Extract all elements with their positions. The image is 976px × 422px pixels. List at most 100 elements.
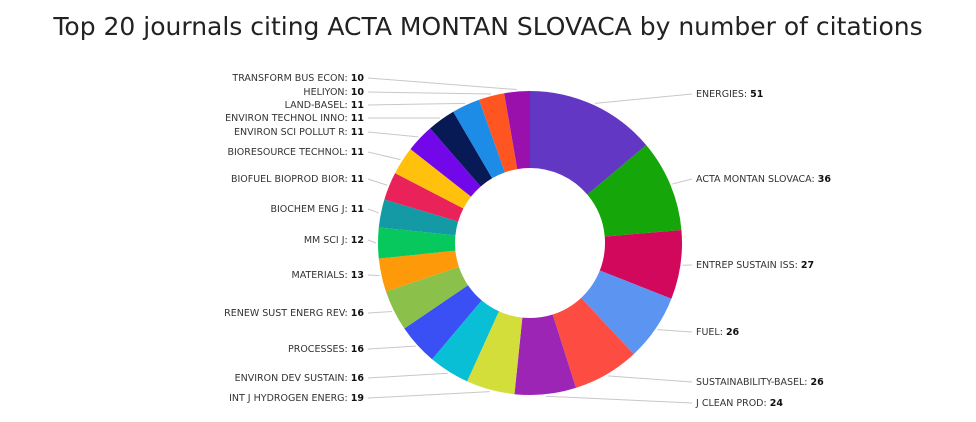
slice-heliyon[interactable]: [479, 93, 518, 173]
leader-line-biofuel-bioprod-bior: [367, 178, 388, 186]
slice-label-value: 51: [750, 89, 763, 100]
slice-label-value: 16: [351, 308, 365, 319]
slice-environ-dev-sustain[interactable]: [432, 300, 499, 382]
slice-label-value: 11: [351, 174, 364, 185]
leader-line-bioresource-technol: [367, 151, 401, 161]
slice-label-value: 11: [351, 113, 364, 124]
label-leader-lines: [367, 77, 693, 404]
slice-label-environ-technol-inno: ENVIRON TECHNOL INNO: 11: [225, 113, 364, 124]
slice-acta-montan-slovaca[interactable]: [587, 145, 682, 237]
slice-label-value: 11: [351, 127, 364, 138]
slice-label-fuel: FUEL: 26: [696, 327, 740, 338]
slice-label-name: BIORESOURCE TECHNOL:: [227, 147, 350, 158]
slice-mm-sci-j[interactable]: [378, 227, 456, 259]
slice-label-name: MATERIALS:: [292, 270, 351, 281]
slice-label-j-clean-prod: J CLEAN PROD: 24: [695, 398, 783, 409]
slice-label-entrep-sustain-iss: ENTREP SUSTAIN ISS: 27: [696, 260, 814, 271]
slice-label-value: 13: [351, 270, 364, 281]
slice-labels: ENERGIES: 51 ACTA MONTAN SLOVACA: 36 ENTRE…: [224, 73, 831, 409]
slice-environ-sci-pollut-r[interactable]: [410, 128, 481, 197]
slice-label-environ-sci-pollut-r: ENVIRON SCI POLLUT R: 11: [234, 127, 364, 138]
leader-line-energies: [594, 93, 693, 104]
slice-j-clean-prod[interactable]: [514, 314, 576, 395]
leader-line-sustainability-basel: [607, 375, 693, 383]
slice-bioresource-technol[interactable]: [395, 149, 472, 209]
slice-label-value: 11: [351, 147, 364, 158]
slice-land-basel[interactable]: [453, 99, 505, 179]
slice-label-biochem-eng-j: BIOCHEM ENG J: 11: [270, 204, 364, 215]
slice-biochem-eng-j[interactable]: [378, 199, 459, 236]
slice-label-processes: PROCESSES: 16: [288, 344, 364, 355]
slice-label-sustainability-basel: SUSTAINABILITY-BASEL: 26: [696, 377, 824, 388]
chart-title: Top 20 journals citing ACTA MONTAN SLOVA…: [53, 12, 923, 41]
leader-line-heliyon: [367, 91, 491, 95]
leader-line-j-clean-prod: [545, 395, 693, 404]
slice-processes[interactable]: [404, 285, 482, 360]
slice-environ-technol-inno[interactable]: [430, 111, 493, 187]
slice-label-value: 16: [351, 344, 365, 355]
slice-transform-bus-econ[interactable]: [504, 91, 530, 170]
slice-label-name: INT J HYDROGEN ENERG:: [229, 393, 351, 404]
slice-label-name: MM SCI J:: [304, 235, 351, 246]
slice-label-name: ENVIRON SCI POLLUT R:: [234, 127, 351, 138]
leader-line-renew-sust-energ-rev: [367, 311, 393, 314]
slice-label-bioresource-technol: BIORESOURCE TECHNOL: 11: [227, 147, 364, 158]
slice-label-environ-dev-sustain: ENVIRON DEV SUSTAIN: 16: [235, 373, 365, 384]
slice-label-biofuel-bioprod-bior: BIOFUEL BIOPROD BIOR: 11: [231, 174, 364, 185]
slice-label-value: 26: [811, 377, 825, 388]
slice-label-value: 10: [351, 73, 365, 84]
slice-label-name: LAND-BASEL:: [285, 100, 351, 111]
leader-line-processes: [367, 345, 416, 350]
slice-label-land-basel: LAND-BASEL: 11: [285, 100, 364, 111]
slice-label-name: BIOCHEM ENG J:: [270, 204, 350, 215]
slice-label-energies: ENERGIES: 51: [696, 89, 763, 100]
slice-label-value: 11: [351, 100, 364, 111]
slice-label-materials: MATERIALS: 13: [292, 270, 364, 281]
slice-fuel[interactable]: [581, 270, 672, 355]
slice-sustainability-basel[interactable]: [552, 297, 634, 388]
slice-label-name: ENTREP SUSTAIN ISS:: [696, 260, 801, 271]
slice-label-heliyon: HELIYON: 10: [303, 87, 364, 98]
slice-label-mm-sci-j: MM SCI J: 12: [304, 235, 364, 246]
slice-label-value: 12: [351, 235, 364, 246]
slice-label-value: 19: [351, 393, 364, 404]
slice-label-name: J CLEAN PROD:: [695, 398, 770, 409]
slice-label-name: RENEW SUST ENERG REV:: [224, 308, 351, 319]
leader-line-environ-sci-pollut-r: [367, 131, 419, 138]
slice-energies[interactable]: [530, 91, 647, 195]
slice-biofuel-bioprod-bior[interactable]: [384, 173, 464, 222]
slice-label-value: 11: [351, 204, 364, 215]
slice-label-value: 36: [818, 174, 832, 185]
slice-label-int-j-hydrogen-energ: INT J HYDROGEN ENERG: 19: [229, 393, 364, 404]
slice-label-name: PROCESSES:: [288, 344, 351, 355]
slice-materials[interactable]: [378, 250, 459, 292]
slice-entrep-sustain-iss[interactable]: [599, 230, 682, 299]
slice-label-acta-montan-slovaca: ACTA MONTAN SLOVACA: 36: [696, 174, 831, 185]
slice-int-j-hydrogen-energ[interactable]: [467, 311, 523, 395]
leader-line-mm-sci-j: [367, 239, 377, 244]
slice-label-name: SUSTAINABILITY-BASEL:: [696, 377, 811, 388]
slice-label-name: ENVIRON DEV SUSTAIN:: [235, 373, 351, 384]
slice-label-transform-bus-econ: TRANSFORM BUS ECON: 10: [231, 73, 364, 84]
leader-line-land-basel: [367, 102, 466, 106]
slice-label-name: HELIYON:: [303, 87, 350, 98]
slice-label-value: 16: [351, 373, 365, 384]
slice-label-value: 27: [801, 260, 814, 271]
slice-label-name: BIOFUEL BIOPROD BIOR:: [231, 174, 351, 185]
slice-label-name: ACTA MONTAN SLOVACA:: [696, 174, 818, 185]
slice-label-name: ENERGIES:: [696, 89, 750, 100]
leader-line-fuel: [657, 329, 693, 333]
slice-label-name: ENVIRON TECHNOL INNO:: [225, 113, 351, 124]
slice-label-value: 24: [770, 398, 784, 409]
leader-line-acta-montan-slovaca: [672, 178, 693, 185]
leader-line-environ-dev-sustain: [367, 372, 448, 379]
slice-label-renew-sust-energ-rev: RENEW SUST ENERG REV: 16: [224, 308, 364, 319]
leader-line-materials: [367, 274, 380, 277]
leader-line-biochem-eng-j: [367, 208, 380, 214]
slice-label-value: 10: [351, 87, 365, 98]
slice-label-name: FUEL:: [696, 327, 726, 338]
leader-line-int-j-hydrogen-energ: [367, 391, 490, 399]
slice-renew-sust-energ-rev[interactable]: [385, 266, 468, 329]
donut-slices: [378, 91, 682, 395]
